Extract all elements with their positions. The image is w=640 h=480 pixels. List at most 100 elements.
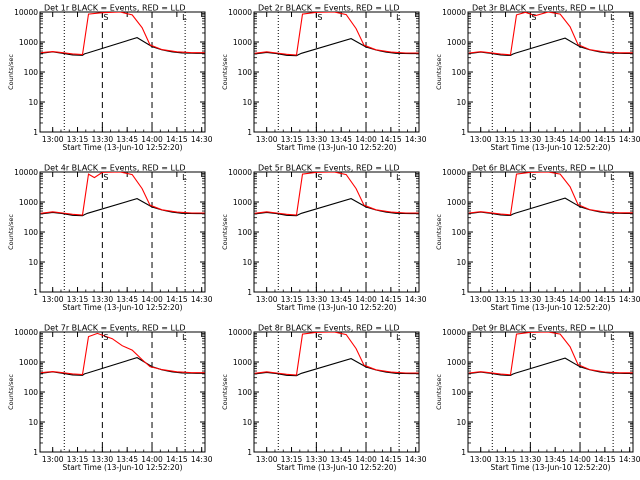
annotation-l: L: [610, 333, 615, 342]
annotation-l: L: [396, 333, 401, 342]
annotation-s: S: [103, 333, 108, 342]
y-tick-label: 100: [452, 228, 467, 237]
x-tick-label: 13:00: [42, 135, 64, 144]
x-tick-label: 14:00: [569, 135, 591, 144]
y-tick-label: 100: [238, 388, 253, 397]
x-tick-label: 13:15: [495, 135, 517, 144]
x-tick-label: 13:45: [330, 295, 352, 304]
annotation-l: L: [396, 173, 401, 182]
y-tick-label: 10: [28, 258, 38, 267]
y-tick-label: 10: [456, 98, 466, 107]
x-tick-label: 13:00: [470, 295, 492, 304]
detector-panel-4: Det 4r BLACK = Events, RED = LLD 1 10 100 10…: [7, 164, 213, 313]
y-axis-label: Counts/sec: [221, 374, 229, 410]
detector-panel-1: Det 1r BLACK = Events, RED = LLD 1 10 100 10…: [7, 4, 213, 153]
y-tick-label: 1: [247, 128, 252, 137]
x-tick-label: 13:15: [495, 295, 517, 304]
x-tick-label: 14:30: [405, 295, 427, 304]
y-tick-label: 1000: [233, 358, 252, 367]
events-series-line: [468, 37, 633, 57]
annotation-l: L: [182, 173, 187, 182]
x-tick-label: 13:15: [495, 455, 517, 464]
lld-series-line: [254, 332, 419, 376]
x-tick-label: 13:45: [544, 135, 566, 144]
y-tick-label: 1: [461, 128, 466, 137]
y-tick-label: 1000: [19, 358, 38, 367]
y-tick-label: 1: [247, 448, 252, 457]
x-tick-label: 14:30: [191, 135, 213, 144]
y-tick-label: 10: [242, 98, 252, 107]
x-tick-label: 14:15: [166, 295, 188, 304]
events-series-line: [254, 358, 419, 377]
x-tick-label: 14:15: [380, 455, 402, 464]
x-tick-label: 13:45: [544, 455, 566, 464]
y-tick-label: 10000: [228, 8, 252, 17]
series-group: [468, 172, 633, 217]
annotation-s: S: [103, 13, 108, 22]
y-tick-label: 1000: [233, 198, 252, 207]
x-tick-label: 13:00: [470, 135, 492, 144]
x-tick-label: 14:00: [569, 295, 591, 304]
events-series-line: [254, 198, 419, 217]
detector-panel-8: Det 8r BLACK = Events, RED = LLD 1 10 100 10…: [221, 324, 427, 473]
x-tick-label: 14:30: [191, 295, 213, 304]
x-tick-label: 14:00: [355, 295, 377, 304]
series-group: [40, 172, 205, 217]
y-tick-label: 10: [242, 258, 252, 267]
panel-title: Det 5r BLACK = Events, RED = LLD: [258, 164, 400, 173]
lld-series-line: [254, 172, 419, 216]
events-series-line: [40, 357, 205, 376]
lld-series-line: [468, 332, 633, 376]
x-tick-label: 13:45: [116, 455, 138, 464]
x-tick-label: 13:00: [42, 455, 64, 464]
events-series-line: [254, 38, 419, 57]
y-tick-label: 100: [452, 68, 467, 77]
panel-title: Det 7r BLACK = Events, RED = LLD: [44, 324, 186, 333]
y-tick-label: 100: [24, 388, 39, 397]
x-tick-label: 13:30: [92, 135, 114, 144]
series-group: [254, 332, 419, 377]
y-tick-label: 10000: [442, 168, 466, 177]
x-tick-label: 13:30: [92, 295, 114, 304]
lld-series-line: [40, 332, 205, 376]
y-tick-label: 100: [238, 228, 253, 237]
x-tick-label: 14:00: [141, 135, 163, 144]
y-tick-label: 1: [33, 288, 38, 297]
y-tick-label: 1000: [19, 38, 38, 47]
x-tick-label: 13:30: [306, 455, 328, 464]
x-tick-label: 14:15: [380, 135, 402, 144]
x-axis-label: Start Time (13-Jun-10 12:52:20): [277, 463, 397, 472]
x-tick-label: 13:30: [306, 135, 328, 144]
series-group: [254, 12, 419, 57]
y-tick-label: 1000: [19, 198, 38, 207]
x-tick-label: 13:45: [116, 295, 138, 304]
x-tick-label: 14:00: [355, 135, 377, 144]
x-tick-label: 13:30: [520, 135, 542, 144]
x-tick-label: 13:30: [520, 455, 542, 464]
x-tick-label: 13:15: [281, 295, 303, 304]
x-tick-label: 14:30: [405, 455, 427, 464]
y-tick-label: 100: [24, 228, 39, 237]
panel-title: Det 4r BLACK = Events, RED = LLD: [44, 164, 186, 173]
y-axis-label: Counts/sec: [221, 54, 229, 90]
series-group: [254, 172, 419, 217]
x-tick-label: 14:00: [141, 455, 163, 464]
x-axis-label: Start Time (13-Jun-10 12:52:20): [277, 303, 397, 312]
annotation-s: S: [531, 13, 536, 22]
y-tick-label: 10000: [228, 328, 252, 337]
detector-panel-2: Det 2r BLACK = Events, RED = LLD 1 10 100 10…: [221, 4, 427, 153]
annotation-s: S: [531, 333, 536, 342]
y-tick-label: 10: [28, 418, 38, 427]
y-axis-label: Counts/sec: [7, 374, 15, 410]
y-tick-label: 1: [461, 288, 466, 297]
y-tick-label: 10: [242, 418, 252, 427]
y-tick-label: 10: [28, 98, 38, 107]
x-tick-label: 13:15: [67, 295, 89, 304]
series-group: [468, 332, 633, 377]
annotation-l: L: [182, 333, 187, 342]
x-tick-label: 14:30: [191, 455, 213, 464]
y-axis-label: Counts/sec: [435, 374, 443, 410]
x-tick-label: 13:45: [330, 455, 352, 464]
x-tick-label: 13:15: [67, 455, 89, 464]
